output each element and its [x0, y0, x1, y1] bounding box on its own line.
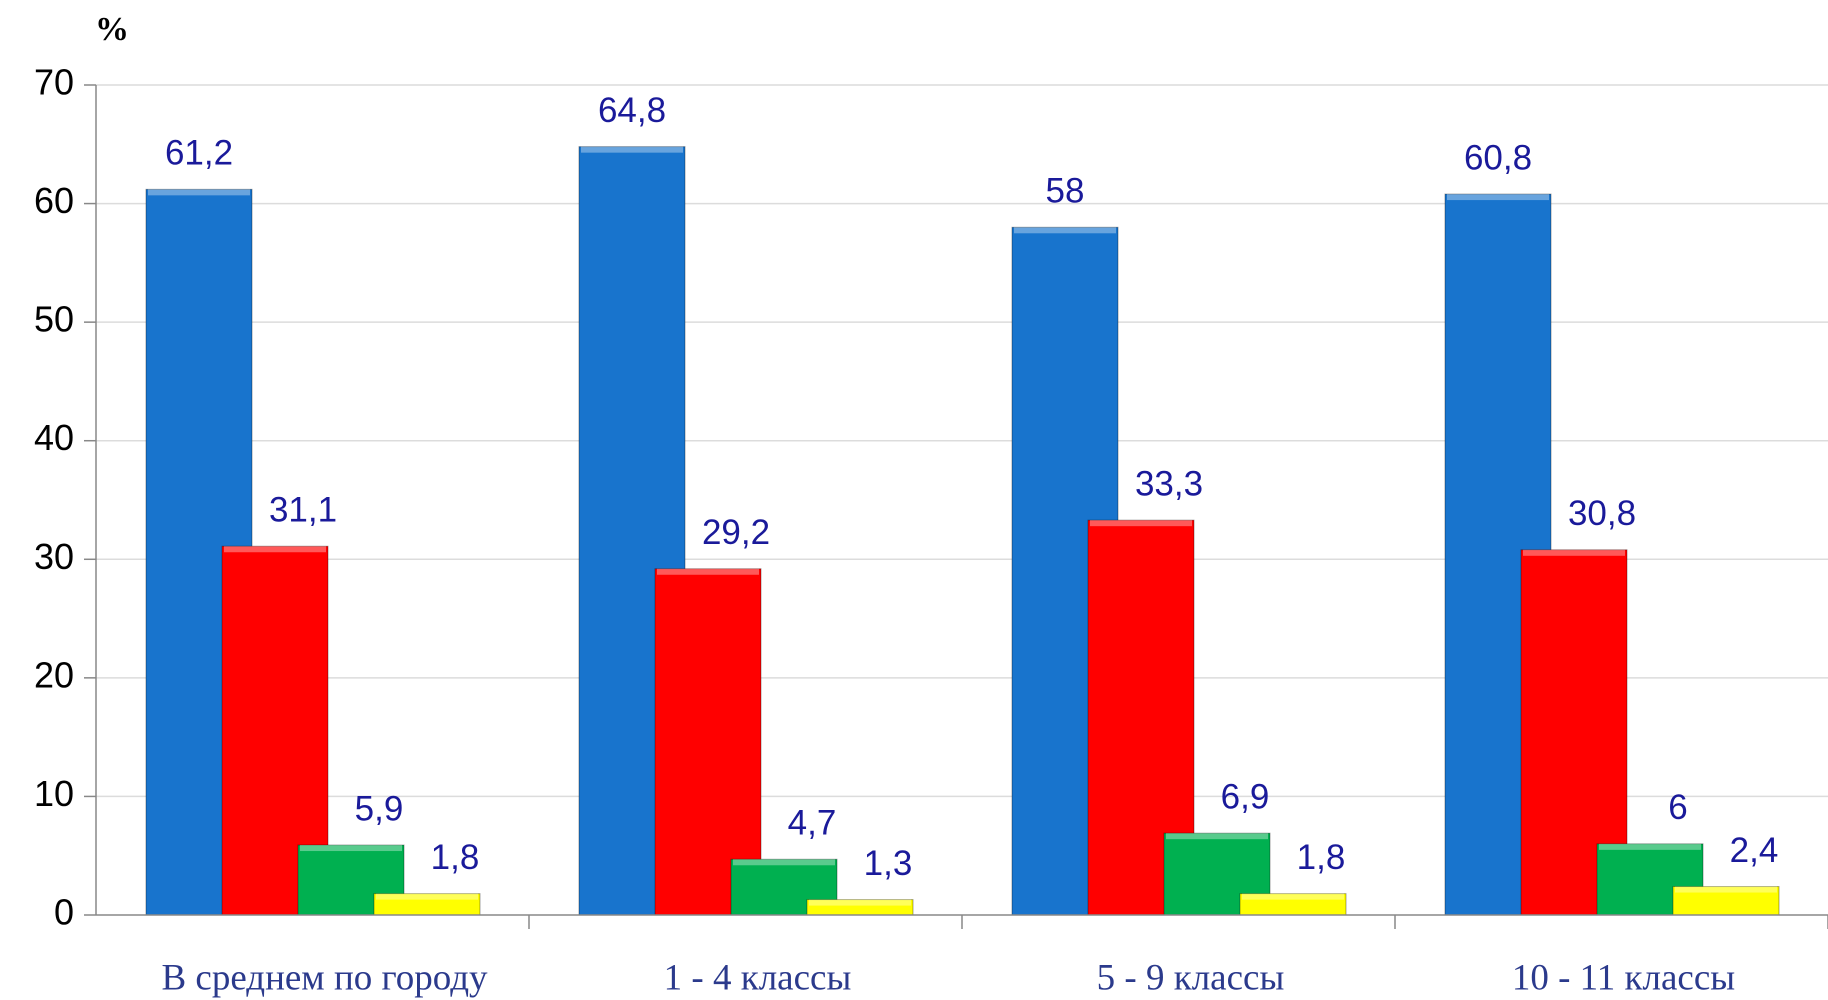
bar-cap	[1675, 886, 1777, 893]
y-tick-label: 40	[34, 417, 74, 458]
data-label: 33,3	[1135, 464, 1203, 503]
x-tick-label: 5 - 9 классы	[1097, 957, 1285, 998]
bar-cap	[1523, 549, 1625, 556]
x-tick-label: В среднем по городу	[161, 957, 488, 998]
data-label: 6,9	[1221, 777, 1270, 816]
y-tick-label: 60	[34, 180, 74, 221]
bar-cap	[1447, 194, 1549, 201]
data-label: 58	[1046, 172, 1085, 211]
data-label: 1,8	[431, 838, 480, 877]
bar-cap	[224, 546, 326, 553]
bar-cap	[1242, 893, 1344, 900]
y-tick-label: 20	[34, 654, 74, 695]
x-tick-label: 1 - 4 классы	[664, 957, 852, 998]
y-tick-label: 50	[34, 299, 74, 340]
bar-cap	[148, 189, 250, 196]
bar-cap	[376, 893, 478, 900]
data-label: 5,9	[355, 789, 404, 828]
data-label: 4,7	[788, 804, 837, 843]
bar-cap	[1166, 833, 1268, 840]
bar-cap	[1090, 520, 1192, 527]
y-tick-label: 70	[34, 62, 74, 103]
bar-cap	[809, 899, 911, 906]
data-label: 2,4	[1730, 831, 1779, 870]
y-tick-label: 0	[54, 892, 74, 933]
bar	[1672, 886, 1780, 916]
bar-cap	[1014, 227, 1116, 234]
y-tick-label: 30	[34, 536, 74, 577]
y-axis-label: %	[95, 11, 129, 48]
data-label: 60,8	[1464, 138, 1532, 177]
y-tick-label: 10	[34, 773, 74, 814]
data-label: 31,1	[269, 490, 337, 529]
data-label: 64,8	[598, 91, 666, 130]
data-label: 61,2	[165, 134, 233, 173]
data-label: 6	[1668, 788, 1687, 827]
data-label: 29,2	[702, 513, 770, 552]
data-label: 1,3	[864, 844, 913, 883]
bar-cap	[733, 859, 835, 866]
bar-cap	[300, 845, 402, 852]
x-tick-label: 10 - 11 классы	[1512, 957, 1735, 998]
data-label: 1,8	[1297, 838, 1346, 877]
bar	[654, 568, 762, 916]
bar-cap	[657, 568, 759, 575]
bar-cap	[581, 146, 683, 153]
bar-cap	[1599, 843, 1701, 850]
data-label: 30,8	[1568, 494, 1636, 533]
